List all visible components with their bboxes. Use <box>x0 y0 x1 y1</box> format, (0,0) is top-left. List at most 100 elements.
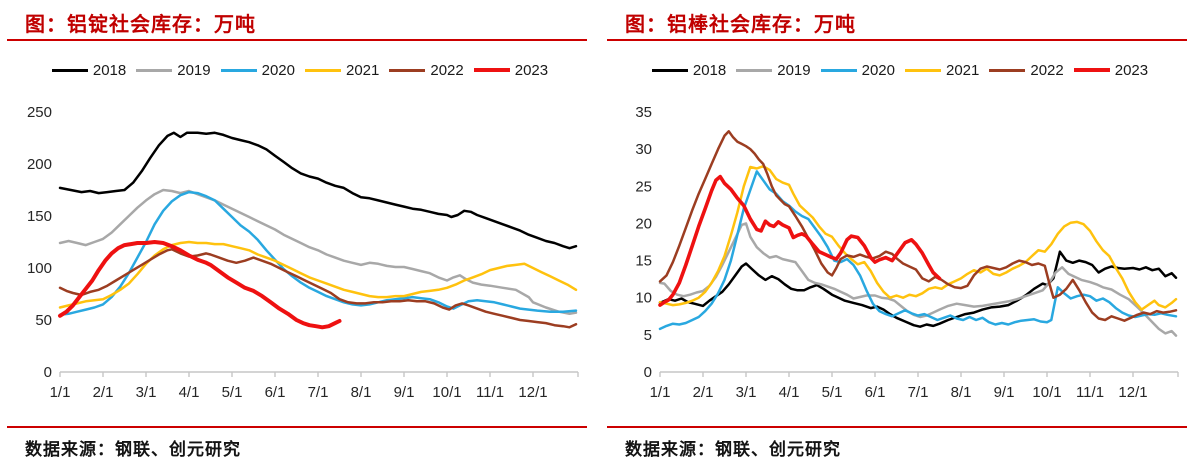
series-line-2022 <box>58 248 578 329</box>
chart-title: 图：铝棒社会库存：万吨 <box>625 14 856 36</box>
legend-swatch-2022 <box>389 68 426 72</box>
legend-label: 2021 <box>346 61 380 79</box>
y-tick-label: 0 <box>44 364 52 381</box>
legend-swatch-2018 <box>651 68 688 72</box>
legend-label: 2022 <box>1030 61 1064 79</box>
legend-item-2019: 2019 <box>136 61 211 79</box>
legend-swatch-2019 <box>736 68 773 72</box>
series-line-2021 <box>658 164 1178 311</box>
legend-swatch-2023 <box>1073 68 1110 72</box>
legend-swatch-2020 <box>220 68 257 72</box>
series-line-2018 <box>658 250 1178 328</box>
x-tick-label: 2/1 <box>693 384 714 401</box>
legend-item-2023: 2023 <box>473 61 549 79</box>
legend-item-2022: 2022 <box>989 61 1064 79</box>
legend-swatch-2018 <box>51 68 88 72</box>
legend-swatch-2021 <box>305 68 341 72</box>
footer-divider <box>607 426 1187 428</box>
x-tick-label: 7/1 <box>908 384 929 401</box>
y-tick-label: 25 <box>635 178 652 195</box>
ingot-inventory-chart: 1/1 2/1 3/1 4/1 5/1 6/1 7/1 8/1 9/1 10/1 11/1 12/1 0… <box>27 104 579 401</box>
legend-label: 2020 <box>261 61 295 79</box>
series-line-2018 <box>58 131 578 250</box>
legend-item-2019: 2019 <box>736 61 811 79</box>
legend-item-2021: 2021 <box>305 63 379 78</box>
x-tick-label: 12/1 <box>518 384 547 401</box>
title-underline <box>607 39 1187 41</box>
legend-label: 2018 <box>692 61 727 79</box>
y-axis-labels: 0 50 100 150 200 250 <box>27 104 52 381</box>
x-tick-label: 7/1 <box>308 384 329 401</box>
x-tick-label: 2/1 <box>93 384 114 401</box>
x-tick-label: 6/1 <box>265 384 286 401</box>
series-line-2019 <box>58 188 578 316</box>
x-tick-label: 10/1 <box>1032 384 1061 401</box>
legend-label: 2019 <box>777 61 811 79</box>
x-tick-label: 11/1 <box>1076 384 1104 401</box>
y-tick-label: 30 <box>635 141 652 158</box>
legend-item-2020: 2020 <box>820 61 895 79</box>
legend-label: 2023 <box>1114 61 1149 79</box>
legend-item-2020: 2020 <box>220 61 295 79</box>
chart-panel-aluminum-ingot: 1/1 2/1 3/1 4/1 5/1 6/1 7/1 8/1 9/1 10/1 11/1 12/1 0… <box>7 14 587 459</box>
x-tick-label: 11/1 <box>476 384 504 401</box>
x-axis-labels: 1/1 2/1 3/1 4/1 5/1 6/1 7/1 8/1 9/1 10/1 11/1 12/1 <box>50 384 548 401</box>
chart-title: 图：铝锭社会库存：万吨 <box>25 14 256 36</box>
series-line-2021 <box>58 240 578 309</box>
x-tick-label: 9/1 <box>394 384 415 401</box>
legend-swatch-2019 <box>136 68 173 72</box>
x-tick-label: 8/1 <box>351 384 372 401</box>
legend-item-2021: 2021 <box>905 63 979 78</box>
legend-label: 2022 <box>430 61 464 79</box>
x-tick-label: 9/1 <box>994 384 1015 401</box>
legend-item-2018: 2018 <box>51 61 127 79</box>
x-tick-label: 4/1 <box>179 384 200 401</box>
legend-label: 2021 <box>946 61 980 79</box>
y-tick-label: 35 <box>635 104 652 121</box>
y-tick-label: 10 <box>635 290 652 307</box>
x-axis <box>659 371 1179 377</box>
x-tick-label: 3/1 <box>736 384 757 401</box>
legend-label: 2020 <box>861 61 895 79</box>
x-tick-label: 12/1 <box>1118 384 1147 401</box>
y-tick-label: 15 <box>635 253 652 270</box>
x-tick-label: 8/1 <box>951 384 972 401</box>
series-line-2020 <box>58 190 578 317</box>
y-tick-label: 250 <box>27 104 52 121</box>
bar-inventory-chart: 1/1 2/1 3/1 4/1 5/1 6/1 7/1 8/1 9/1 10/1 11/1 12/1 0… <box>635 104 1179 401</box>
x-axis <box>59 371 579 377</box>
x-tick-label: 6/1 <box>865 384 886 401</box>
legend-item-2022: 2022 <box>389 61 464 79</box>
x-tick-label: 1/1 <box>650 384 671 401</box>
legend-label: 2019 <box>177 61 211 79</box>
legend-swatch-2023 <box>473 68 510 72</box>
legend-label: 2023 <box>514 61 549 79</box>
legend: 2018 2019 2020 2021 2022 2023 <box>14 59 586 81</box>
y-tick-label: 150 <box>27 208 52 225</box>
legend-item-2018: 2018 <box>651 61 727 79</box>
legend-swatch-2022 <box>989 68 1026 72</box>
series-line-2023 <box>658 174 942 307</box>
x-tick-label: 5/1 <box>222 384 243 401</box>
legend: 2018 2019 2020 2021 2022 2023 <box>614 59 1186 81</box>
x-tick-label: 10/1 <box>432 384 461 401</box>
series-line-2020 <box>658 170 1178 331</box>
legend-label: 2018 <box>92 61 127 79</box>
y-tick-label: 50 <box>35 312 52 329</box>
x-tick-label: 4/1 <box>779 384 800 401</box>
footer-divider <box>7 426 587 428</box>
series-line-2023 <box>58 240 342 330</box>
y-axis-labels: 0 5 10 15 20 25 30 35 <box>635 104 652 381</box>
y-tick-label: 20 <box>635 215 652 232</box>
y-tick-label: 200 <box>27 156 52 173</box>
series-line-2022 <box>658 130 1178 322</box>
y-tick-label: 5 <box>644 327 652 344</box>
data-source: 数据来源：钢联、创元研究 <box>25 440 241 459</box>
legend-item-2023: 2023 <box>1073 61 1149 79</box>
x-tick-label: 1/1 <box>50 384 71 401</box>
chart-panel-aluminum-bar: 1/1 2/1 3/1 4/1 5/1 6/1 7/1 8/1 9/1 10/1 11/1 12/1 0… <box>600 0 1200 465</box>
x-tick-label: 5/1 <box>822 384 843 401</box>
legend-swatch-2020 <box>820 68 857 72</box>
y-tick-label: 0 <box>644 364 652 381</box>
